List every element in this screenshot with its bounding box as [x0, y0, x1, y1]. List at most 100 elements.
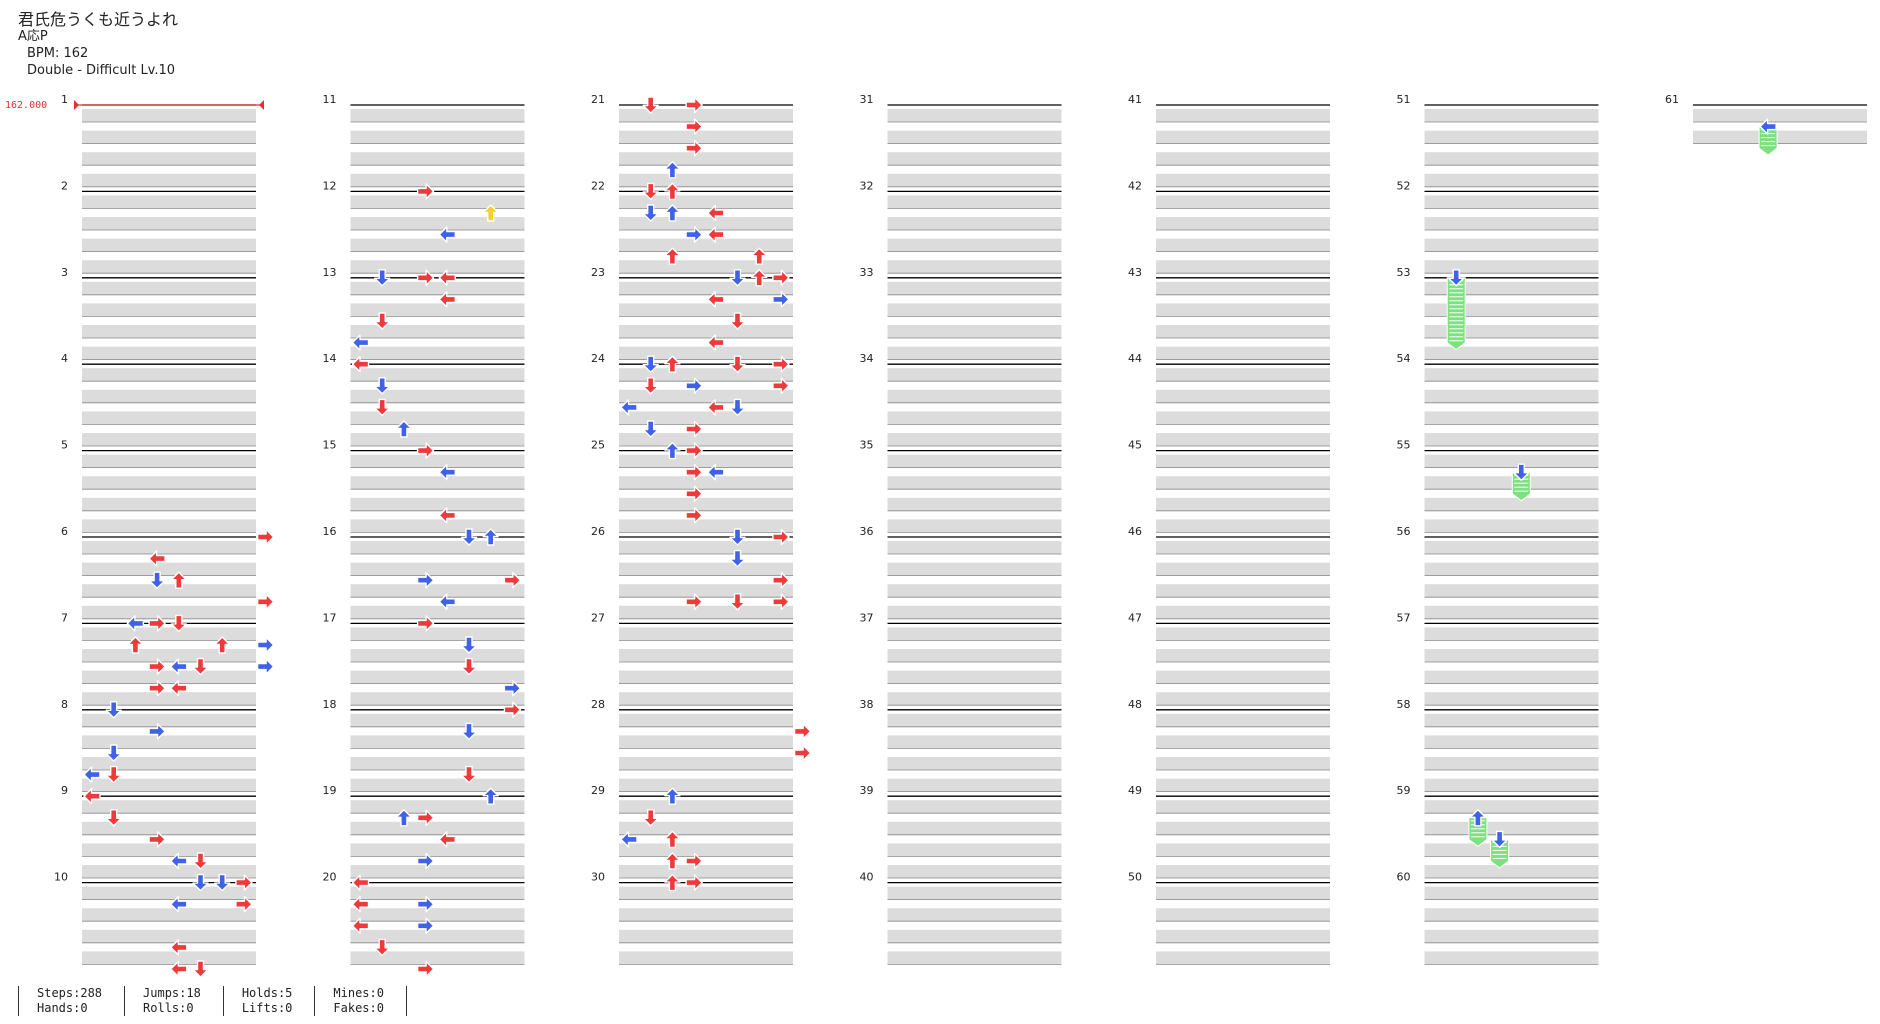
measure-41: 41	[1128, 93, 1330, 188]
measure-number: 10	[54, 871, 68, 884]
measure-number: 3	[61, 266, 68, 279]
arrow-right-icon	[416, 896, 435, 913]
measure-number: 28	[591, 698, 605, 711]
beat-row	[1156, 778, 1330, 792]
beat-row	[619, 908, 793, 922]
measure-38: 38	[860, 698, 1062, 792]
beat-row	[350, 454, 525, 468]
arrow-right-icon	[235, 874, 253, 891]
beat-row	[82, 454, 256, 468]
beat-row	[350, 368, 525, 382]
measure-6: 6	[61, 525, 256, 620]
beat-row	[1156, 735, 1330, 749]
measure-59: 59	[1397, 784, 1599, 879]
beat-row	[887, 238, 1062, 252]
beat-row	[619, 368, 793, 382]
measure-number: 12	[323, 179, 337, 192]
measure-9: 9	[61, 784, 256, 879]
beat-row	[887, 433, 1062, 446]
stat-steps: Steps:288	[37, 986, 103, 1000]
measure-number: 27	[591, 611, 605, 624]
beat-row	[1156, 152, 1330, 166]
arrow-right-icon	[256, 658, 275, 675]
beat-row	[1156, 865, 1330, 878]
beat-row	[619, 195, 793, 209]
beat-row	[1424, 800, 1599, 814]
beat-row	[619, 843, 793, 857]
beat-row	[82, 195, 256, 209]
measure-number: 34	[860, 352, 874, 365]
arrow-left-icon	[707, 204, 725, 222]
beat-row	[887, 821, 1062, 835]
song-artist: A応P	[18, 29, 48, 44]
song-bpm: BPM: 162	[27, 46, 89, 61]
measure-37: 37	[860, 611, 1062, 706]
beat-row	[887, 929, 1062, 943]
measure-number: 13	[323, 266, 337, 279]
measure-52: 52	[1397, 179, 1599, 274]
measure-number: 14	[323, 352, 337, 365]
arrow-down-icon	[642, 204, 659, 222]
beat-row	[619, 886, 793, 900]
stat-mines-fakes: Mines:0 Fakes:0	[314, 986, 406, 1016]
measure-40: 40	[860, 871, 1062, 965]
beat-row	[82, 865, 256, 878]
arrow-down-icon	[729, 312, 746, 330]
arrow-left-icon	[620, 831, 638, 848]
arrow-left-icon	[351, 896, 370, 913]
measure-number: 55	[1397, 439, 1411, 452]
measure-18: 18	[323, 698, 525, 792]
measure-25: 25	[591, 439, 793, 533]
beat-row	[887, 649, 1062, 662]
arrow-up-icon	[395, 809, 413, 827]
measure-1: 1	[61, 93, 256, 188]
beat-row	[350, 411, 525, 425]
measure-number: 20	[323, 871, 337, 884]
arrow-left-icon	[83, 788, 101, 805]
arrow-right-icon	[148, 658, 166, 675]
arrow-left-icon	[707, 464, 725, 481]
beat-row	[887, 303, 1062, 317]
measure-number: 4	[61, 352, 68, 365]
beat-row	[350, 497, 525, 511]
arrow-right-icon	[772, 528, 790, 546]
beat-row	[82, 325, 256, 338]
measure-number: 41	[1128, 93, 1142, 106]
arrow-right-icon	[416, 809, 435, 826]
beat-row	[350, 109, 525, 122]
arrow-left-icon	[438, 269, 456, 286]
measure-5: 5	[61, 439, 256, 533]
measure-23: 23	[591, 266, 793, 361]
beat-row	[1424, 886, 1599, 900]
measure-number: 29	[591, 784, 605, 797]
measure-number: 23	[591, 266, 605, 279]
arrow-up-icon	[664, 873, 681, 892]
beat-row	[1424, 217, 1599, 230]
measure-4: 4	[61, 352, 256, 447]
beat-row	[350, 908, 525, 922]
arrow-right-icon	[148, 723, 166, 740]
arrow-left-icon	[170, 852, 188, 870]
beat-row	[82, 929, 256, 943]
measure-number: 59	[1397, 784, 1411, 797]
beat-row	[82, 886, 256, 900]
beat-row	[619, 497, 793, 511]
arrow-down-icon	[460, 765, 478, 784]
arrow-up-icon	[664, 852, 681, 870]
measure-3: 3	[61, 266, 256, 361]
beat-row	[1424, 627, 1599, 641]
beat-row	[82, 411, 256, 425]
arrow-down-icon	[192, 873, 209, 892]
measure-number: 18	[323, 698, 337, 711]
beat-row	[887, 541, 1062, 554]
measure-number: 6	[61, 525, 68, 538]
arrow-right-icon	[685, 377, 703, 394]
beat-row	[82, 757, 256, 770]
arrow-right-icon	[416, 960, 435, 978]
arrow-right-icon	[793, 744, 812, 762]
beat-row	[350, 649, 525, 662]
beat-row	[619, 238, 793, 252]
beat-row	[1424, 778, 1599, 792]
beat-row	[619, 670, 793, 684]
beat-row	[82, 951, 256, 965]
